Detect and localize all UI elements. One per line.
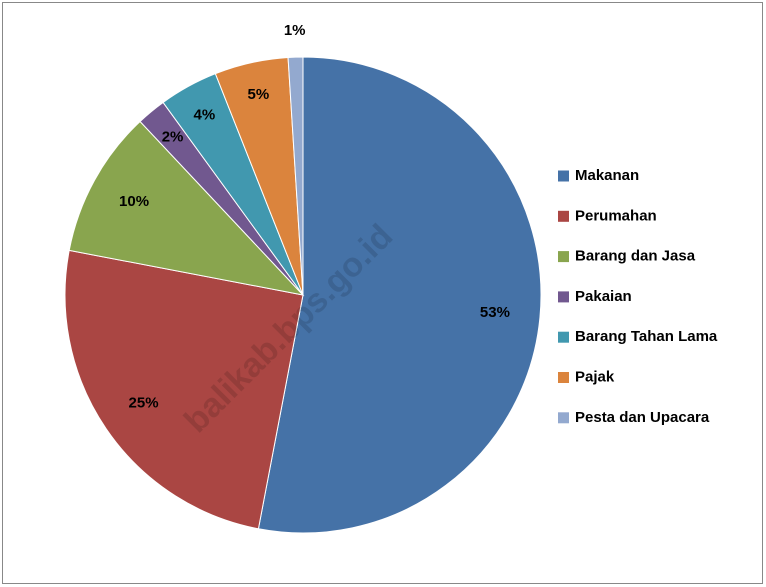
pie-slice [68,120,305,296]
legend-label: Perumahan [575,207,657,224]
legend-label: Pesta dan Upacara [575,409,710,426]
pie-slice [257,56,542,534]
legend-swatch [558,251,569,263]
data-label: 2% [162,128,184,145]
legend-label: Pakaian [575,288,632,305]
legend-swatch [558,331,569,343]
data-label: 53% [480,304,510,321]
data-label: 5% [248,86,270,103]
legend-label: Pajak [575,368,615,385]
legend-swatch [558,291,569,303]
pie-slice [64,249,304,530]
data-label: 25% [129,394,159,411]
legend: Makanan Perumahan Barang dan Jasa Pakaian Ba… [558,167,718,426]
legend-swatch [558,412,569,424]
legend-label: Makanan [575,167,639,184]
legend-label: Barang dan Jasa [575,248,696,265]
legend-swatch [558,372,569,383]
pie: 53% 25% 10% 2% 4% 5% 1% [64,22,542,534]
data-label: 10% [119,193,149,210]
legend-label: Barang Tahan Lama [575,328,718,345]
data-label: 1% [284,22,306,39]
legend-swatch [558,170,569,182]
data-label: 4% [194,107,216,124]
pie-slice [287,56,304,296]
legend-swatch [558,210,569,222]
